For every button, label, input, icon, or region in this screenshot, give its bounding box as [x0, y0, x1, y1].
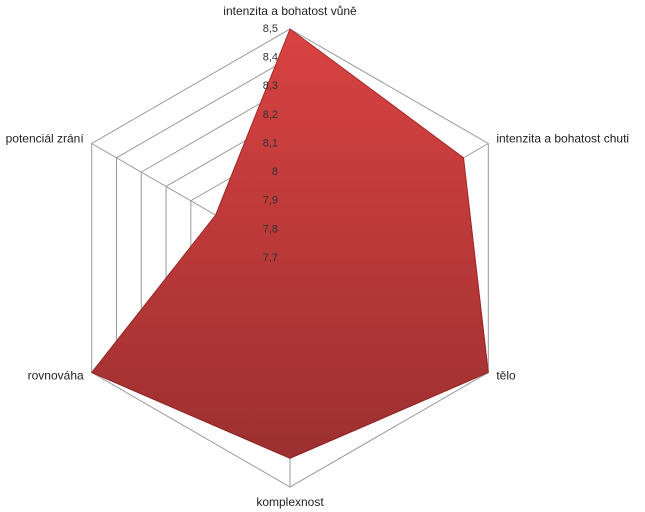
category-label: potenciál zrání [6, 132, 85, 146]
r-tick-label: 8,1 [263, 137, 278, 149]
r-tick-label: 8,2 [263, 109, 278, 121]
category-label: rovnováha [28, 369, 84, 383]
category-label: tělo [496, 369, 516, 383]
category-label: komplexnost [256, 495, 324, 509]
r-tick-label: 8 [272, 166, 278, 178]
r-tick-label: 7,9 [263, 195, 278, 207]
r-tick-label: 8,3 [263, 80, 278, 92]
r-tick-label: 7,8 [263, 223, 278, 235]
r-tick-label: 8,4 [263, 52, 278, 64]
category-label: intenzita a bohatost chuti [496, 132, 629, 146]
r-tick-label: 7,7 [263, 252, 278, 264]
r-tick-label: 8,5 [263, 23, 278, 35]
area-shade [91, 29, 489, 459]
category-label: intenzita a bohatost vůně [223, 4, 357, 18]
